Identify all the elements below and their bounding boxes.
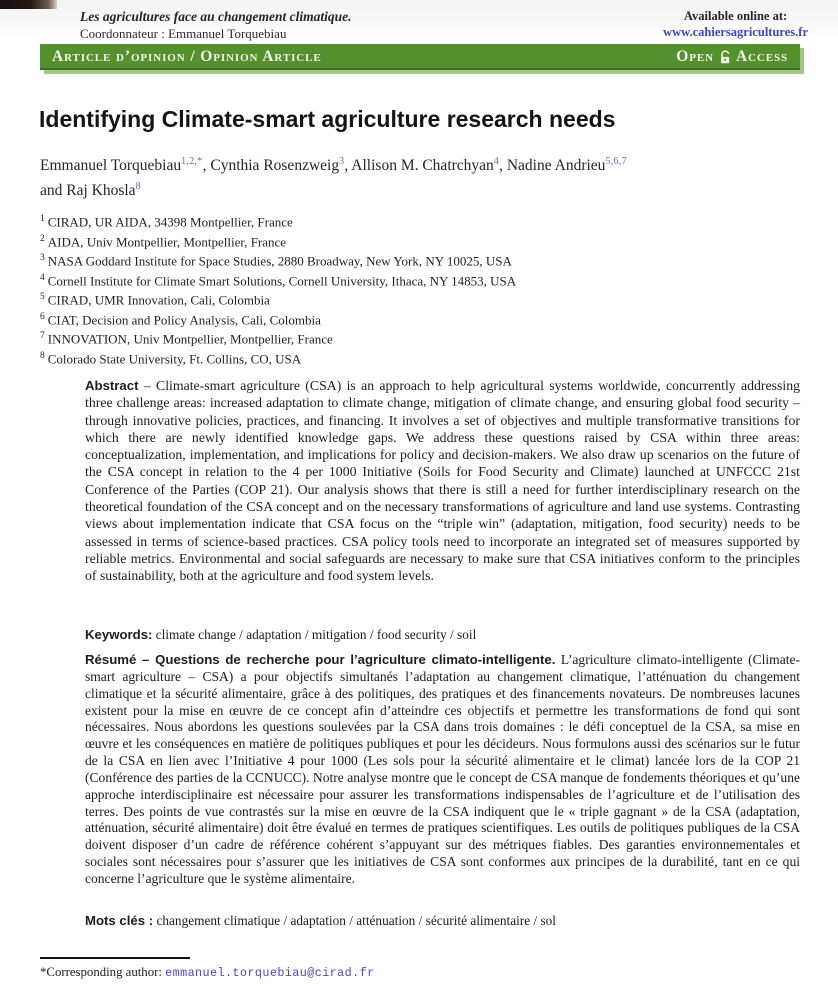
page-header: Les agricultures face au changement clim… — [80, 8, 808, 42]
resume-paragraph: Résumé – Questions de recherche pour l’a… — [85, 652, 800, 888]
author-separator: , — [344, 157, 349, 175]
author-name: Emmanuel Torquebiau — [40, 157, 182, 175]
author-affiliation-link[interactable]: 1,2,* — [181, 156, 203, 167]
author-affiliation-link[interactable]: 5,6,7 — [605, 156, 627, 167]
corresponding-author-note: *Corresponding author: emmanuel.torquebi… — [40, 965, 802, 980]
affiliation: 4 Cornell Institute for Climate Smart Sol… — [40, 270, 802, 290]
author-name: Allison M. Chatrchyan — [351, 157, 494, 175]
author-separator: , — [499, 157, 503, 175]
open-access-lock-icon — [721, 49, 730, 63]
article-title: Identifying Climate-smart agriculture re… — [39, 106, 616, 132]
author-affiliation-link[interactable]: 3 — [339, 156, 345, 167]
series-block: Les agricultures face au changement clim… — [80, 8, 352, 42]
footnote-marker: * — [40, 965, 47, 979]
affiliation-number: 8 — [40, 350, 45, 361]
affiliation: 5 CIRAD, UMR Innovation, Cali, Colombia — [40, 289, 802, 309]
affiliation-number: 6 — [40, 311, 45, 322]
mots-cles-text: changement climatique / adaptation / att… — [156, 913, 556, 928]
affiliation-text: CIAT, Decision and Policy Analysis, Cali… — [47, 311, 321, 327]
series-title: Les agricultures face au changement clim… — [80, 9, 352, 24]
author-name: Nadine Andrieu — [506, 157, 606, 175]
abstract-label: Abstract — [85, 378, 139, 393]
footnote-label: Corresponding author: — [46, 965, 162, 979]
affiliation-text: INNOVATION, Univ Montpellier, Montpellie… — [47, 331, 333, 347]
author: Emmanuel Torquebiau1,2,*, — [40, 156, 207, 175]
affiliation-text: Colorado State University, Ft. Collins, … — [47, 351, 302, 367]
open-access-access-label: Access — [735, 48, 788, 65]
article-type-banner: Article d’opinion / Opinion Article Open… — [40, 44, 800, 70]
affiliation: 6 CIAT, Decision and Policy Analysis, Cal… — [40, 309, 802, 329]
abstract-text: – Climate-smart agriculture (CSA) is an … — [85, 378, 800, 584]
affiliation-text: Cornell Institute for Climate Smart Solu… — [47, 272, 517, 288]
affiliation-text: NASA Goddard Institute for Space Studies… — [47, 253, 512, 269]
author-affiliation-link[interactable]: 4 — [493, 156, 500, 167]
affiliation-number: 4 — [40, 272, 45, 283]
keywords-label: Keywords: — [85, 627, 153, 642]
affiliation-list: 1 CIRAD, UR AIDA, 34398 Montpellier, Fran… — [40, 211, 802, 367]
author-affiliation-link[interactable]: 8 — [135, 180, 141, 192]
affiliation-number: 7 — [40, 331, 45, 342]
scan-artifact-bar — [0, 0, 57, 9]
affiliation-number: 2 — [40, 233, 45, 244]
affiliation-text: AIDA, Univ Montpellier, Montpellier, Fra… — [47, 233, 287, 249]
keywords-text: climate change / adaptation / mitigation… — [155, 627, 477, 642]
author-separator: , — [202, 157, 207, 175]
author-list: Emmanuel Torquebiau1,2,*, Cynthia Rosenz… — [40, 152, 802, 201]
affiliation-text: CIRAD, UMR Innovation, Cali, Colombia — [47, 292, 270, 308]
author: Allison M. Chatrchyan4, — [351, 156, 503, 175]
author: and Raj Khosla8 — [40, 180, 141, 199]
series-coordinator: Coordonnateur : Emmanuel Torquebiau — [80, 26, 287, 41]
author: Nadine Andrieu5,6,7 — [506, 156, 627, 175]
mots-cles-line: Mots clés : changement climatique / adap… — [85, 913, 800, 929]
affiliation-number: 5 — [40, 292, 45, 303]
affiliation: 8 Colorado State University, Ft. Collins,… — [40, 348, 802, 368]
affiliation: 3 NASA Goddard Institute for Space Studie… — [40, 250, 802, 270]
affiliation: 2 AIDA, Univ Montpellier, Montpellier, Fr… — [40, 231, 802, 251]
open-access-open-label: Open — [676, 48, 714, 65]
availability-block: Available online at: www.cahiersagricult… — [663, 8, 808, 42]
resume-text: L’agriculture climato-intelligente (Clim… — [85, 652, 800, 886]
available-online-label: Available online at: — [683, 9, 788, 23]
abstract-paragraph: Abstract – Climate-smart agriculture (CS… — [85, 377, 800, 585]
author: Cynthia Rosenzweig3, — [210, 156, 349, 175]
author-name: Cynthia Rosenzweig — [210, 157, 340, 175]
article-type-label: Article d’opinion / Opinion Article — [52, 48, 322, 65]
keywords-line: Keywords: climate change / adaptation / … — [85, 627, 800, 643]
affiliation: 7 INNOVATION, Univ Montpellier, Montpelli… — [40, 328, 802, 348]
author-name: and Raj Khosla — [40, 181, 136, 199]
resume-label: Résumé – Questions de recherche pour l’a… — [85, 652, 556, 667]
affiliation: 1 CIRAD, UR AIDA, 34398 Montpellier, Fran… — [40, 211, 802, 231]
journal-website-link[interactable]: www.cahiersagricultures.fr — [663, 25, 808, 39]
affiliation-text: CIRAD, UR AIDA, 34398 Montpellier, Franc… — [47, 214, 293, 230]
open-access-badge: Open Access — [676, 48, 788, 66]
corresponding-author-email-link[interactable]: emmanuel.torquebiau@cirad.fr — [165, 966, 375, 980]
footnote-rule — [40, 957, 190, 959]
affiliation-number: 1 — [40, 214, 45, 224]
mots-cles-label: Mots clés : — [85, 913, 154, 928]
affiliation-number: 3 — [40, 253, 45, 264]
